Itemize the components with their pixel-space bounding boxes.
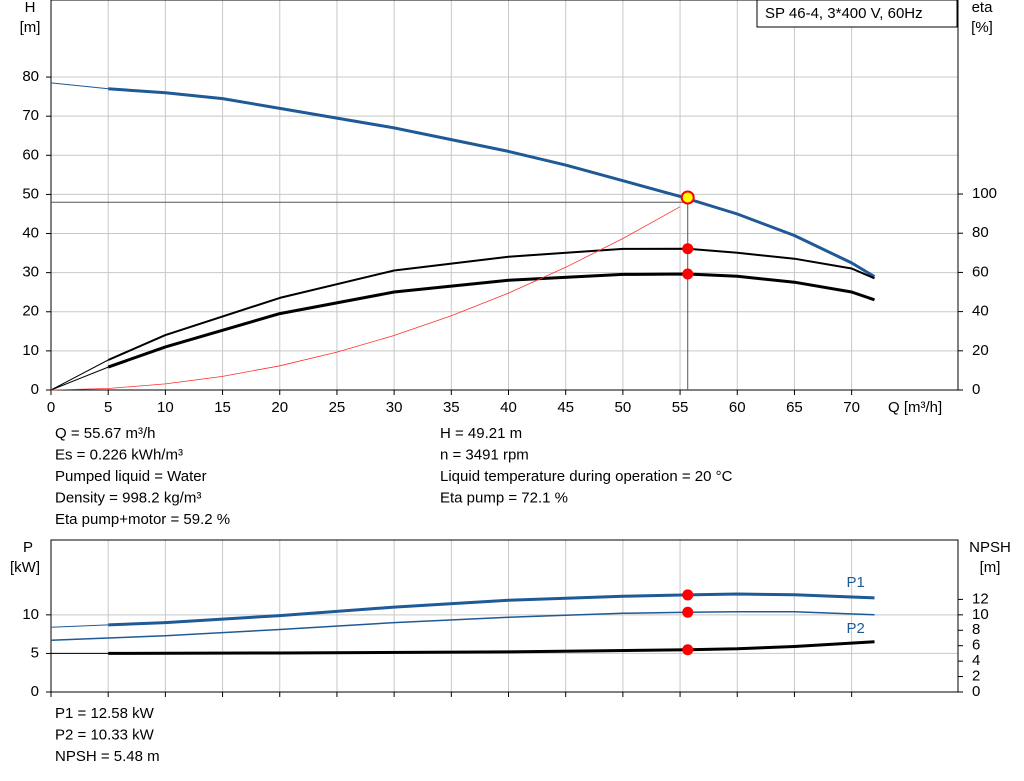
y-tick-label: 0 <box>31 381 39 398</box>
x-tick-label: 0 <box>47 399 55 416</box>
curve <box>50 82 109 90</box>
legend-label: SP 46-4, 3*400 V, 60Hz <box>765 5 923 22</box>
curve <box>108 592 875 627</box>
curve <box>108 640 875 655</box>
y2-tick-label: 4 <box>972 652 980 669</box>
y2-tick-label: 80 <box>972 224 989 241</box>
curve <box>50 206 681 391</box>
y2-axis-label: eta <box>972 0 994 16</box>
x-tick-label: 40 <box>500 399 517 416</box>
legend-box <box>756 0 958 28</box>
curve <box>50 611 875 642</box>
info-text: P1 = 12.58 kW <box>55 705 155 722</box>
operating-point <box>682 268 694 280</box>
info-text: Pumped liquid = Water <box>55 468 207 485</box>
info-text: Q = 55.67 m³/h <box>55 425 155 442</box>
x-tick-label: 5 <box>104 399 112 416</box>
y-axis-label: H <box>25 0 36 16</box>
curve <box>50 359 109 391</box>
x-tick-label: 55 <box>672 399 689 416</box>
curve <box>107 247 875 361</box>
info-text: Liquid temperature during operation = 20… <box>440 468 733 485</box>
y-axis-label: P <box>23 539 33 556</box>
operating-point <box>682 589 694 601</box>
x-tick-label: 50 <box>615 399 632 416</box>
y-tick-label: 0 <box>31 683 39 700</box>
x-tick-label: 35 <box>443 399 460 416</box>
y2-tick-label: 0 <box>972 683 980 700</box>
y-tick-label: 80 <box>22 68 39 85</box>
y-tick-label: 70 <box>22 107 39 124</box>
operating-point <box>682 644 694 656</box>
y2-axis-label: [m] <box>980 559 1001 576</box>
y2-tick-label: 6 <box>972 637 980 654</box>
y2-tick-label: 8 <box>972 621 980 638</box>
plot-frame <box>50 539 959 693</box>
y-tick-label: 20 <box>22 303 39 320</box>
info-text: Density = 998.2 kg/m³ <box>55 489 201 506</box>
x-tick-label: 25 <box>329 399 346 416</box>
x-axis-label: Q [m³/h] <box>888 399 942 416</box>
x-tick-label: 45 <box>557 399 574 416</box>
curve <box>107 272 875 369</box>
info-text: Es = 0.226 kWh/m³ <box>55 446 183 463</box>
y2-tick-label: 60 <box>972 263 989 280</box>
y-tick-label: 10 <box>22 342 39 359</box>
y-tick-label: 10 <box>22 606 39 623</box>
y2-tick-label: 12 <box>972 590 989 607</box>
x-tick-label: 20 <box>271 399 288 416</box>
y-axis-label: [kW] <box>10 559 40 576</box>
y2-tick-label: 20 <box>972 342 989 359</box>
y-axis-label: [m] <box>20 19 41 36</box>
y2-tick-label: 0 <box>972 381 980 398</box>
x-tick-label: 10 <box>157 399 174 416</box>
info-text: Eta pump = 72.1 % <box>440 489 568 506</box>
info-text: H = 49.21 m <box>440 425 522 442</box>
info-text: P2 = 10.33 kW <box>55 726 155 743</box>
y2-tick-label: 100 <box>972 185 997 202</box>
y2-tick-label: 10 <box>972 606 989 623</box>
plot-frame <box>50 0 959 391</box>
operating-point <box>680 190 695 205</box>
info-text: NPSH = 5.48 m <box>55 748 160 765</box>
x-tick-label: 60 <box>729 399 746 416</box>
series-label: P2 <box>847 620 865 637</box>
curve <box>108 87 876 278</box>
operating-point <box>682 243 694 255</box>
y2-tick-label: 40 <box>972 303 989 320</box>
info-text: n = 3491 rpm <box>440 446 529 463</box>
y-tick-label: 50 <box>22 185 39 202</box>
y-tick-label: 30 <box>22 264 39 281</box>
y2-axis-label: NPSH <box>969 539 1011 556</box>
y-tick-label: 60 <box>22 146 39 163</box>
x-tick-label: 65 <box>786 399 803 416</box>
y-tick-label: 40 <box>22 224 39 241</box>
x-tick-label: 15 <box>214 399 231 416</box>
y2-tick-label: 2 <box>972 668 980 685</box>
x-tick-label: 30 <box>386 399 403 416</box>
y2-axis-label: [%] <box>971 19 993 36</box>
curve <box>50 624 109 628</box>
info-text: Eta pump+motor = 59.2 % <box>55 511 230 528</box>
y-tick-label: 5 <box>31 644 39 661</box>
x-tick-label: 70 <box>843 399 860 416</box>
curve <box>50 366 109 391</box>
operating-point <box>682 606 694 618</box>
series-label: P1 <box>847 574 865 591</box>
